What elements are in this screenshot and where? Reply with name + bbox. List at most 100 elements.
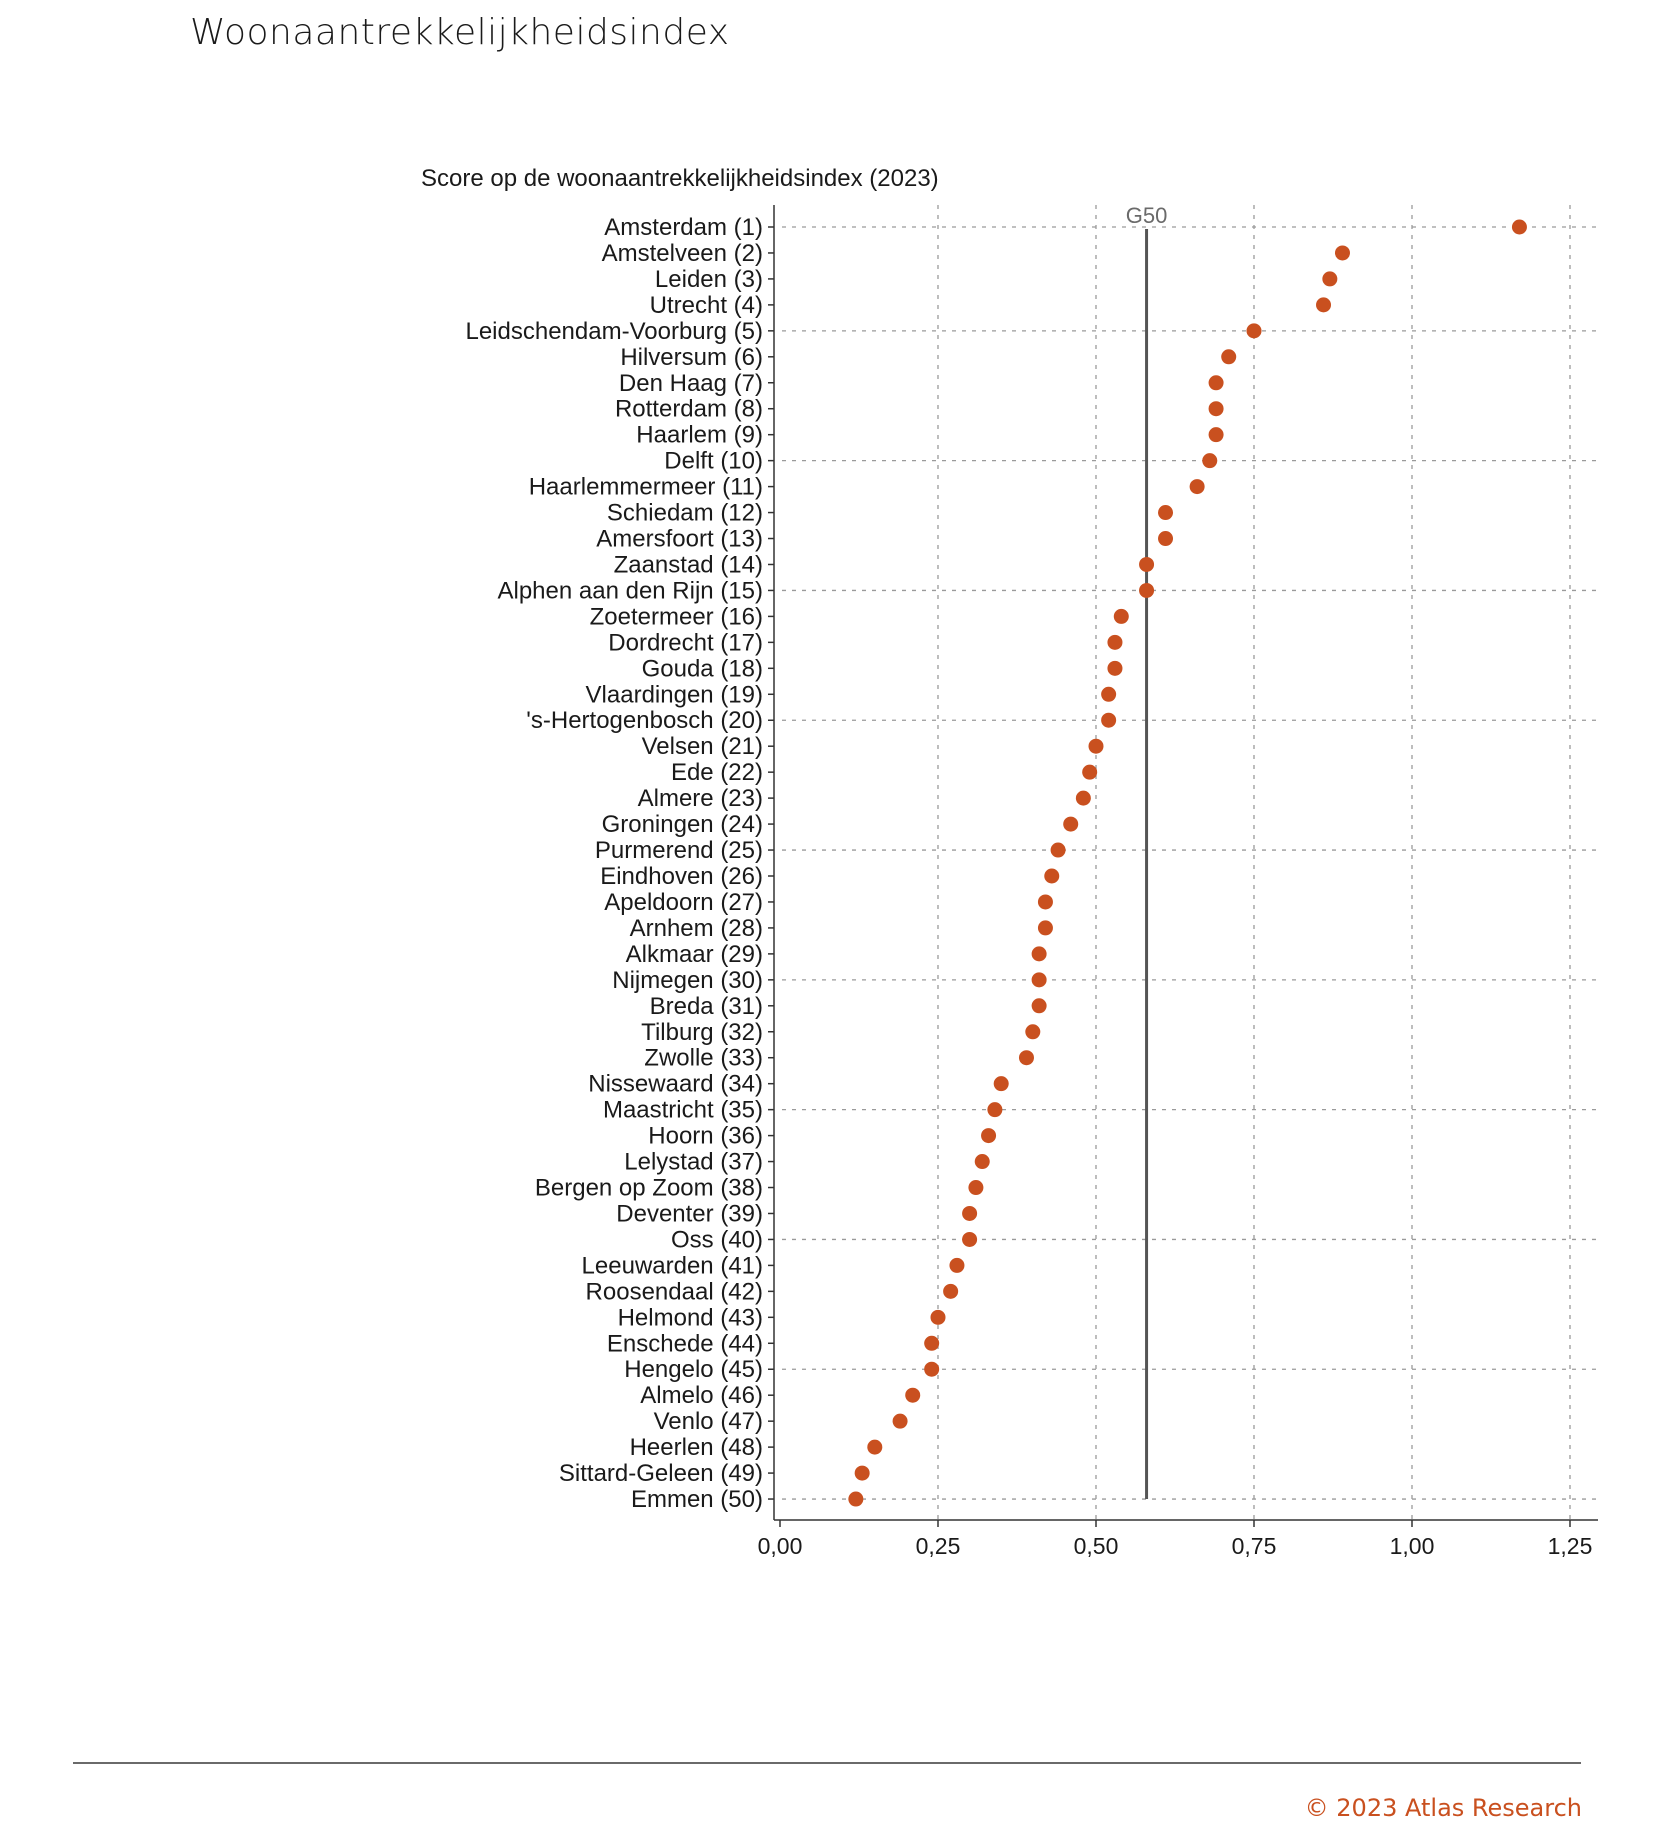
data-point bbox=[1202, 453, 1218, 469]
category-label: Almere (23) bbox=[638, 785, 763, 812]
category-label: Alphen aan den Rijn (15) bbox=[497, 577, 763, 604]
data-point bbox=[949, 1257, 965, 1273]
x-tick-label: 1,00 bbox=[1390, 1533, 1435, 1559]
data-point bbox=[1316, 297, 1332, 313]
category-label: Den Haag (7) bbox=[619, 370, 763, 397]
data-point bbox=[1113, 608, 1129, 624]
x-tick-label: 1,25 bbox=[1548, 1533, 1593, 1559]
data-point bbox=[1208, 427, 1224, 443]
category-label: Alkmaar (29) bbox=[626, 941, 763, 968]
category-label: Lelystad (37) bbox=[624, 1149, 763, 1176]
data-point bbox=[1107, 660, 1123, 676]
category-label: Dordrecht (17) bbox=[608, 629, 763, 656]
data-point bbox=[892, 1413, 908, 1429]
page-title: Woonaantrekkelijkheidsindex bbox=[190, 12, 730, 53]
category-label: Hengelo (45) bbox=[624, 1356, 763, 1383]
category-label: Nissewaard (34) bbox=[588, 1071, 763, 1098]
data-point bbox=[1511, 219, 1527, 235]
data-point bbox=[1088, 738, 1104, 754]
data-point bbox=[1158, 531, 1174, 547]
data-point bbox=[1322, 271, 1338, 287]
category-label: Delft (10) bbox=[664, 448, 763, 475]
category-label: Eindhoven (26) bbox=[600, 863, 763, 890]
data-point bbox=[924, 1335, 940, 1351]
data-point bbox=[1050, 842, 1066, 858]
data-point bbox=[1031, 998, 1047, 1014]
data-point bbox=[981, 1128, 997, 1144]
category-label: 's-Hertogenbosch (20) bbox=[526, 707, 763, 734]
footer-divider bbox=[73, 1762, 1581, 1764]
category-label: Bergen op Zoom (38) bbox=[535, 1175, 763, 1202]
category-label: Gouda (18) bbox=[642, 655, 763, 682]
data-point bbox=[1075, 790, 1091, 806]
category-label: Groningen (24) bbox=[602, 811, 763, 838]
data-point bbox=[1189, 479, 1205, 495]
data-point bbox=[924, 1361, 940, 1377]
category-label: Helmond (43) bbox=[618, 1304, 763, 1331]
chart-title: Score op de woonaantrekkelijkheidsindex … bbox=[421, 165, 939, 192]
category-label: Utrecht (4) bbox=[650, 292, 763, 319]
category-label: Leidschendam-Voorburg (5) bbox=[465, 318, 763, 345]
data-point bbox=[848, 1491, 864, 1507]
category-label: Ede (22) bbox=[671, 759, 763, 786]
data-point bbox=[1139, 556, 1155, 572]
data-point bbox=[943, 1283, 959, 1299]
category-label: Zaanstad (14) bbox=[614, 551, 763, 578]
category-labels: Amsterdam (1)Amstelveen (2)Leiden (3)Utr… bbox=[465, 214, 763, 1513]
category-label: Velsen (21) bbox=[642, 733, 763, 760]
x-tick-label: 0,75 bbox=[1232, 1533, 1277, 1559]
data-point bbox=[974, 1154, 990, 1170]
data-point bbox=[1101, 686, 1117, 702]
data-point bbox=[1107, 634, 1123, 650]
data-point bbox=[1101, 712, 1117, 728]
data-point bbox=[1158, 505, 1174, 521]
category-label: Emmen (50) bbox=[631, 1486, 763, 1513]
category-label: Amsterdam (1) bbox=[604, 214, 763, 241]
category-label: Maastricht (35) bbox=[603, 1097, 763, 1124]
copyright-notice: © 2023 Atlas Research bbox=[1304, 1794, 1582, 1822]
category-label: Tilburg (32) bbox=[641, 1019, 763, 1046]
data-point bbox=[1044, 868, 1060, 884]
data-point bbox=[1334, 245, 1350, 261]
data-point bbox=[1082, 764, 1098, 780]
data-point bbox=[905, 1387, 921, 1403]
data-point bbox=[854, 1465, 870, 1481]
data-point bbox=[1246, 323, 1262, 339]
category-label: Sittard-Geleen (49) bbox=[559, 1460, 763, 1487]
data-point bbox=[968, 1180, 984, 1196]
category-label: Zwolle (33) bbox=[644, 1045, 763, 1072]
category-label: Haarlem (9) bbox=[636, 422, 763, 449]
category-label: Schiedam (12) bbox=[607, 500, 763, 527]
data-point bbox=[1063, 816, 1079, 832]
category-label: Enschede (44) bbox=[607, 1330, 763, 1357]
g50-reference: G50 bbox=[1126, 203, 1168, 1500]
category-label: Arnhem (28) bbox=[630, 915, 763, 942]
data-point bbox=[1221, 349, 1237, 365]
category-label: Deventer (39) bbox=[616, 1200, 763, 1227]
category-label: Roosendaal (42) bbox=[586, 1278, 763, 1305]
category-label: Hilversum (6) bbox=[620, 344, 763, 371]
category-label: Apeldoorn (27) bbox=[604, 889, 763, 916]
category-label: Leiden (3) bbox=[655, 266, 763, 293]
category-label: Leeuwarden (41) bbox=[582, 1252, 763, 1279]
grid-lines bbox=[782, 205, 1598, 1520]
data-point bbox=[1208, 401, 1224, 417]
dot-plot-chart: Score op de woonaantrekkelijkheidsindex … bbox=[421, 165, 1598, 1559]
x-tick-label: 0,50 bbox=[1074, 1533, 1119, 1559]
data-point bbox=[962, 1231, 978, 1247]
g50-label: G50 bbox=[1126, 203, 1168, 228]
category-label: Haarlemmermeer (11) bbox=[529, 474, 763, 501]
category-label: Almelo (46) bbox=[640, 1382, 763, 1409]
category-label: Rotterdam (8) bbox=[615, 396, 763, 423]
data-point bbox=[1139, 582, 1155, 598]
data-point bbox=[1025, 1024, 1041, 1040]
category-label: Breda (31) bbox=[650, 993, 763, 1020]
data-point bbox=[1037, 894, 1053, 910]
category-label: Amstelveen (2) bbox=[602, 240, 763, 267]
x-tick-label: 0,00 bbox=[758, 1533, 803, 1559]
data-point bbox=[1018, 1050, 1034, 1066]
data-point bbox=[993, 1076, 1009, 1092]
data-point bbox=[1031, 972, 1047, 988]
data-point bbox=[867, 1439, 883, 1455]
data-point bbox=[1208, 375, 1224, 391]
